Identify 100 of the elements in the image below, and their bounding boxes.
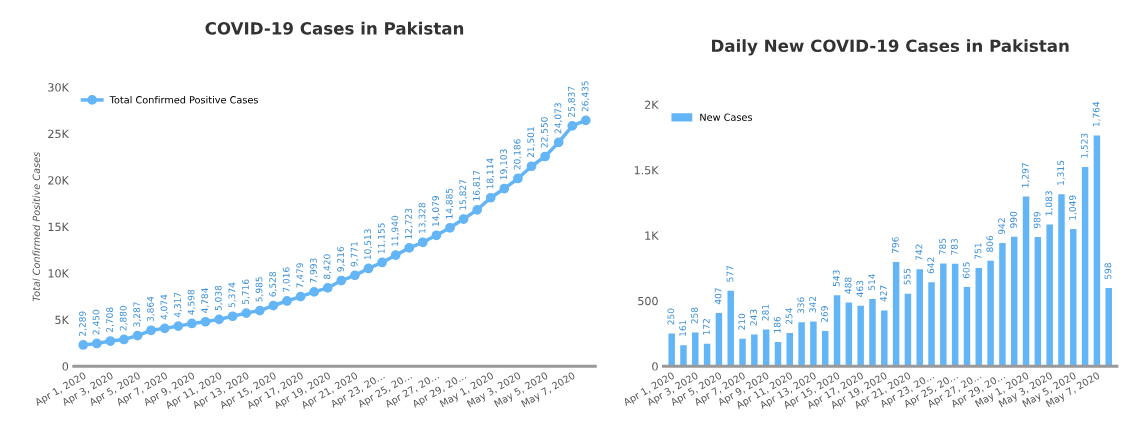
data-label: 1,297: [1021, 163, 1030, 188]
data-label: 336: [797, 297, 805, 314]
data-label: 1,764: [1092, 101, 1101, 127]
data-label: 3,864: [146, 296, 155, 322]
data-label: 427: [880, 285, 887, 302]
point: [173, 321, 184, 331]
data-label: 514: [868, 273, 876, 290]
data-label: 12,723: [405, 208, 413, 239]
point: [187, 318, 197, 329]
data-label: 7,016: [282, 267, 291, 292]
point: [214, 314, 224, 325]
data-label: 1,523: [1080, 133, 1089, 158]
data-label: 22,550: [540, 117, 549, 148]
data-label: 18,114: [486, 158, 495, 189]
point: [472, 204, 483, 215]
bar: [1010, 236, 1018, 367]
data-label: 4,784: [201, 288, 210, 313]
bar: [999, 243, 1006, 367]
data-label: 269: [821, 306, 828, 323]
bar: [987, 260, 994, 367]
y-tick-label: 30K: [48, 83, 70, 92]
data-label: 186: [773, 316, 781, 333]
data-label: 989: [1033, 211, 1041, 228]
data-label: 11,155: [377, 223, 386, 254]
point: [377, 257, 387, 268]
data-label: 2,708: [106, 307, 114, 333]
data-label: 577: [726, 265, 734, 282]
data-label: 9,771: [350, 242, 359, 267]
bar: [1093, 135, 1101, 367]
data-label: 8,420: [323, 254, 332, 279]
point: [526, 161, 537, 172]
data-label: 9,216: [337, 246, 345, 272]
bar: [928, 282, 935, 367]
point: [159, 323, 170, 334]
point: [350, 270, 360, 281]
data-label: 25,837: [568, 86, 576, 117]
data-label: 10,513: [364, 229, 373, 260]
point: [146, 325, 157, 336]
point: [268, 300, 279, 311]
bar: [1105, 288, 1112, 367]
bar: [715, 313, 723, 367]
bar: [1070, 229, 1077, 367]
data-label: 5,985: [255, 277, 264, 302]
point: [295, 291, 306, 302]
data-label: 796: [891, 237, 899, 254]
point: [200, 316, 211, 327]
point: [322, 283, 333, 293]
data-label: 2,289: [79, 311, 87, 336]
bar: [810, 321, 817, 367]
point: [404, 243, 415, 253]
bar: [904, 293, 912, 367]
point: [580, 115, 591, 126]
data-label: 605: [962, 262, 970, 279]
chart-title: Daily New COVID-19 Cases in Pakistan: [712, 39, 1069, 56]
bar: [739, 338, 746, 367]
legend-label: Total Confirmed Positive Cases: [109, 95, 258, 104]
bar: [1058, 194, 1065, 367]
point: [499, 183, 510, 194]
point: [553, 137, 564, 148]
data-label: 7,479: [296, 263, 305, 288]
legend-label: New Cases: [700, 113, 753, 121]
data-label: 14,885: [445, 188, 454, 219]
data-label: 26,435: [581, 81, 590, 112]
bar: [680, 345, 687, 367]
data-label: 2,880: [119, 305, 128, 331]
point: [227, 311, 238, 322]
data-label: 161: [679, 320, 687, 336]
point: [309, 287, 320, 297]
bar: [869, 299, 876, 367]
bar: [940, 263, 947, 367]
point: [119, 334, 129, 345]
data-label: 342: [809, 296, 817, 313]
data-label: 11,940: [391, 215, 400, 246]
data-label: 13,328: [418, 202, 427, 233]
data-label: 1,315: [1057, 160, 1066, 185]
data-label: 1,083: [1045, 191, 1054, 216]
bar: [845, 302, 853, 367]
data-label: 15,827: [459, 179, 468, 210]
point: [417, 237, 428, 248]
bar: [727, 290, 734, 367]
data-label: 4,317: [174, 292, 182, 318]
y-tick-label: 0: [62, 362, 69, 371]
y-tick-label: 5K: [55, 315, 70, 325]
data-label: 5,038: [214, 285, 223, 311]
data-label: 250: [667, 308, 675, 325]
data-label: 21,501: [527, 127, 536, 158]
bar: [892, 262, 900, 367]
data-label: 806: [986, 235, 994, 252]
data-label: 463: [856, 280, 864, 297]
point: [458, 214, 469, 224]
point: [78, 340, 89, 350]
bar: [916, 269, 923, 367]
point: [445, 222, 455, 233]
point: [390, 250, 401, 261]
bar: [1034, 236, 1042, 367]
y-tick-label: 0: [652, 362, 658, 371]
bar: [1046, 224, 1053, 367]
data-label: 254: [785, 307, 793, 325]
bar: [833, 295, 841, 367]
data-label: 751: [974, 243, 982, 259]
